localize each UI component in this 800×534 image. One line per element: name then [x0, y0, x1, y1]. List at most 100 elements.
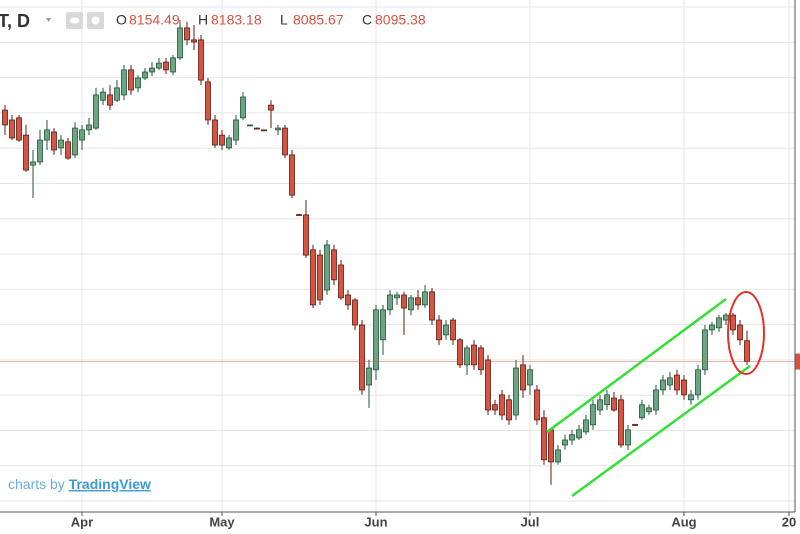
- trend-line-upper: [546, 297, 727, 434]
- candle-body: [282, 127, 288, 156]
- candle-body: [695, 369, 701, 396]
- candle-body: [268, 104, 274, 111]
- candle-body: [422, 291, 428, 306]
- candle-body: [415, 297, 421, 306]
- watermark[interactable]: charts by TradingView: [8, 476, 151, 492]
- candle-body: [688, 394, 694, 401]
- candle-body: [352, 299, 358, 326]
- x-axis: Apr May Jun Jul Aug 20: [71, 512, 796, 529]
- x-tick-label: May: [209, 514, 235, 529]
- candle-body: [513, 367, 519, 416]
- candle-body: [86, 124, 92, 131]
- legend: T, D O 8154.49 H 8183.18 L 8085.67 C 8095.38: [0, 11, 426, 31]
- candle-body: [492, 404, 498, 411]
- candle-body: [471, 344, 477, 366]
- candle-body: [562, 439, 568, 446]
- candle-body: [359, 324, 365, 391]
- candle-body: [604, 394, 610, 406]
- candle-body: [44, 129, 50, 141]
- candle-body: [730, 314, 736, 331]
- candle-body: [450, 319, 456, 341]
- ohlc-key: H: [198, 12, 208, 28]
- candle-body: [163, 61, 169, 71]
- candle-body: [100, 91, 106, 101]
- symbol: T, D: [0, 11, 30, 31]
- candle-body: [226, 137, 232, 149]
- candle-body: [338, 264, 344, 299]
- candle-body: [401, 294, 407, 309]
- candle-body: [58, 139, 64, 149]
- x-tick-label: 20: [782, 514, 796, 529]
- candle-body: [30, 161, 36, 166]
- candle-body: [478, 347, 484, 371]
- candle-body: [709, 324, 715, 331]
- candle-body: [156, 62, 162, 69]
- trend-line-lower: [571, 364, 751, 498]
- candle-body: [520, 364, 526, 391]
- candle-body: [646, 407, 652, 413]
- candle-body: [240, 96, 246, 119]
- candle-body: [674, 374, 680, 391]
- candle-body: [331, 249, 337, 281]
- candle-body: [345, 294, 351, 306]
- candle-body: [121, 69, 127, 96]
- candle-body: [128, 69, 134, 91]
- last-price-marker: [795, 353, 800, 370]
- candles: [0, 20, 800, 485]
- candle-body: [191, 39, 197, 43]
- x-tick-label: Jun: [364, 514, 387, 529]
- candle-body: [394, 294, 400, 299]
- candle-body: [261, 129, 267, 132]
- candle-body: [380, 309, 386, 341]
- candle-body: [653, 389, 659, 411]
- candle-body: [254, 127, 260, 130]
- candle-body: [93, 94, 99, 129]
- candle-body: [387, 294, 393, 311]
- ohlc-value: 8183.18: [211, 12, 262, 28]
- candle-body: [324, 244, 330, 291]
- candle-body: [289, 154, 295, 196]
- candle-body: [135, 77, 141, 89]
- candle-body: [212, 119, 218, 146]
- candle-body: [597, 399, 603, 411]
- candle-body: [534, 389, 540, 421]
- candle-body: [9, 119, 15, 139]
- candle-body: [142, 71, 148, 79]
- candle-body: [667, 377, 673, 386]
- candle-body: [107, 94, 113, 106]
- dropdown-icon[interactable]: [46, 18, 51, 22]
- candle-body: [149, 67, 155, 73]
- candle-body: [303, 214, 309, 256]
- candle-body: [499, 394, 505, 416]
- candle-body: [114, 87, 120, 101]
- ohlc-value: 8095.38: [375, 12, 426, 28]
- candle-body: [660, 379, 666, 391]
- candle-body: [590, 404, 596, 426]
- candle-body: [723, 314, 729, 321]
- watermark-prefix: charts by: [8, 476, 65, 492]
- candle-body: [373, 309, 379, 371]
- candle-body: [464, 347, 470, 366]
- candle-body: [366, 367, 372, 386]
- candle-body: [569, 434, 575, 441]
- candle-body: [317, 254, 323, 301]
- candle-body: [37, 139, 43, 163]
- ohlc-value: 8154.49: [129, 12, 180, 28]
- watermark-brand[interactable]: TradingView: [69, 476, 151, 492]
- candle-body: [65, 141, 71, 159]
- candle-body: [702, 329, 708, 371]
- candle-body: [618, 399, 624, 446]
- candle-body: [184, 27, 190, 41]
- candle-body: [576, 429, 582, 439]
- candle-body: [457, 339, 463, 366]
- ohlc-key: C: [362, 12, 372, 28]
- x-tick-label: Jul: [521, 514, 540, 529]
- candle-body: [632, 424, 638, 426]
- candle-body: [79, 129, 85, 141]
- candle-body: [23, 134, 29, 171]
- x-tick-label: Apr: [71, 514, 93, 529]
- candle-body: [436, 319, 442, 341]
- candle-body: [275, 127, 281, 131]
- candle-body: [177, 27, 183, 59]
